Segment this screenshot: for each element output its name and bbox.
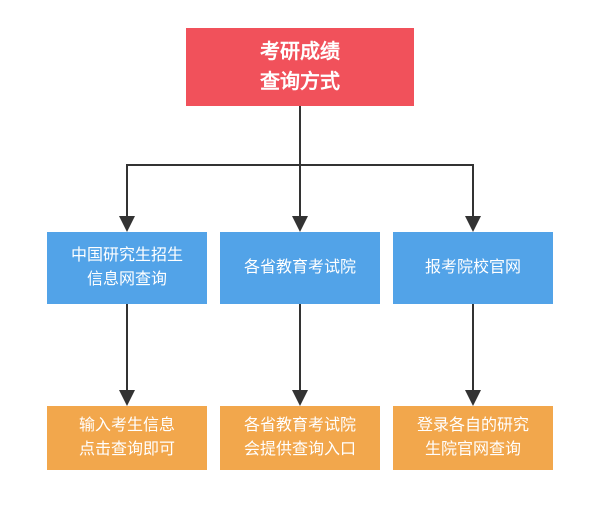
leaf3-line2: 生院官网查询 xyxy=(417,438,529,462)
mid1-line1: 中国研究生招生 xyxy=(71,244,183,268)
flowchart-mid-node-1: 中国研究生招生 信息网查询 xyxy=(47,232,207,304)
leaf3-line1: 登录各自的研究 xyxy=(417,414,529,438)
flowchart-root-node: 考研成绩 查询方式 xyxy=(186,28,414,106)
flowchart-mid-node-3: 报考院校官网 xyxy=(393,232,553,304)
flowchart-leaf-node-3: 登录各自的研究 生院官网查询 xyxy=(393,406,553,470)
leaf2-line1: 各省教育考试院 xyxy=(244,414,356,438)
root-line1: 考研成绩 xyxy=(260,37,340,67)
flowchart-mid-node-2: 各省教育考试院 xyxy=(220,232,380,304)
mid2-line1: 各省教育考试院 xyxy=(244,256,356,280)
root-line2: 查询方式 xyxy=(260,67,340,97)
flowchart-leaf-node-2: 各省教育考试院 会提供查询入口 xyxy=(220,406,380,470)
flowchart-leaf-node-1: 输入考生信息 点击查询即可 xyxy=(47,406,207,470)
leaf1-line1: 输入考生信息 xyxy=(79,414,175,438)
leaf1-line2: 点击查询即可 xyxy=(79,438,175,462)
mid3-line1: 报考院校官网 xyxy=(425,256,521,280)
mid1-line2: 信息网查询 xyxy=(71,268,183,292)
leaf2-line2: 会提供查询入口 xyxy=(244,438,356,462)
